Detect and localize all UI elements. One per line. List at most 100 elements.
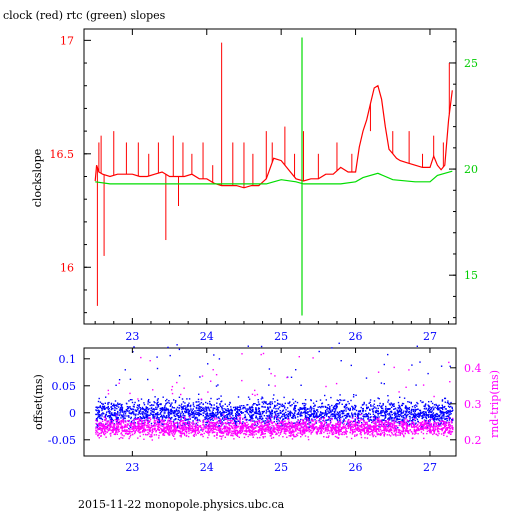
- rnd-trip-point: [153, 420, 156, 422]
- rnd-trip-point: [339, 422, 341, 425]
- offset-point: [414, 415, 416, 417]
- offset-point: [399, 408, 402, 410]
- offset-point: [223, 411, 225, 413]
- rnd-trip-point: [109, 427, 112, 429]
- rnd-trip-point: [290, 425, 292, 427]
- rnd-trip-point: [137, 437, 139, 439]
- rnd-trip-point: [441, 423, 443, 425]
- offset-point: [395, 414, 397, 416]
- rnd-trip-point: [293, 431, 295, 433]
- offset-point: [395, 420, 397, 422]
- offset-point: [125, 411, 127, 413]
- offset-point: [381, 415, 384, 417]
- offset-point: [183, 405, 185, 407]
- rnd-trip-point: [378, 417, 380, 420]
- offset-outlier-point: [213, 354, 215, 356]
- rnd-trip-point: [327, 424, 329, 426]
- offset-point: [125, 409, 128, 411]
- rnd-trip-point: [316, 427, 318, 429]
- offset-point: [252, 408, 254, 411]
- rnd-trip-point: [113, 425, 115, 428]
- rnd-trip-point: [279, 433, 282, 435]
- offset-point: [334, 414, 336, 416]
- offset-point: [411, 413, 413, 415]
- offset-point: [284, 417, 287, 419]
- rnd-trip-point: [190, 432, 192, 434]
- rnd-trip-point: [401, 423, 404, 426]
- offset-point: [96, 418, 98, 420]
- rnd-trip-point: [110, 432, 112, 435]
- offset-point: [313, 413, 315, 415]
- rnd-trip-point: [334, 427, 337, 429]
- rnd-trip-point: [165, 429, 167, 431]
- offset-point: [189, 405, 192, 408]
- offset-point: [335, 408, 337, 410]
- offset-point: [205, 413, 207, 416]
- rnd-trip-point: [143, 431, 145, 433]
- rnd-trip-point: [173, 429, 175, 432]
- offset-point: [184, 414, 186, 417]
- offset-point: [385, 411, 387, 413]
- rnd-trip-point: [161, 425, 164, 428]
- rnd-trip-point: [299, 420, 301, 422]
- rnd-trip-point: [379, 426, 381, 428]
- offset-point: [427, 415, 429, 417]
- rnd-trip-point: [287, 430, 289, 432]
- offset-point: [154, 422, 156, 425]
- rnd-trip-point: [287, 418, 289, 420]
- rnd-trip-point: [159, 432, 161, 434]
- offset-point: [249, 411, 252, 414]
- offset-point: [392, 405, 395, 407]
- offset-point: [283, 414, 285, 416]
- rnd-trip-point: [226, 429, 228, 431]
- offset-point: [166, 409, 168, 411]
- offset-point: [195, 407, 198, 409]
- offset-point: [185, 408, 187, 411]
- offset-point: [152, 416, 155, 418]
- rnd-trip-point: [420, 426, 422, 429]
- offset-point: [389, 404, 391, 406]
- offset-point: [383, 419, 385, 421]
- rnd-trip-point: [282, 428, 285, 430]
- rnd-trip-point: [344, 420, 346, 422]
- rnd-trip-point: [200, 433, 203, 435]
- offset-point: [113, 403, 115, 405]
- offset-point: [327, 407, 329, 410]
- offset-point: [178, 415, 180, 417]
- offset-point: [120, 417, 122, 419]
- rnd-trip-point: [320, 422, 322, 424]
- offset-point: [436, 407, 438, 409]
- rnd-trip-point: [188, 422, 190, 424]
- offset-point: [236, 408, 239, 410]
- offset-point: [218, 411, 221, 414]
- offset-point: [408, 424, 410, 426]
- offset-point: [261, 411, 263, 413]
- offset-point: [258, 409, 260, 412]
- offset-point: [333, 408, 335, 410]
- offset-point: [164, 412, 166, 414]
- rnd-trip-point: [123, 426, 125, 429]
- rnd-trip-point: [393, 425, 395, 427]
- rnd-trip-point: [367, 427, 369, 429]
- offset-point: [331, 409, 333, 411]
- rnd-trip-point: [244, 424, 246, 426]
- rnd-trip-point: [278, 429, 280, 431]
- offset-point: [188, 398, 191, 400]
- offset-point: [179, 414, 182, 416]
- offset-point: [271, 413, 273, 415]
- offset-point: [229, 402, 231, 404]
- offset-point: [196, 401, 198, 403]
- rnd-trip-point: [319, 418, 321, 420]
- offset-point: [319, 411, 322, 413]
- offset-outlier-point: [268, 368, 271, 370]
- offset-point: [245, 410, 248, 413]
- rnd-trip-point: [237, 432, 239, 434]
- offset-point: [297, 413, 299, 415]
- offset-point: [344, 405, 346, 408]
- rnd-trip-point: [119, 422, 121, 424]
- offset-point: [212, 409, 214, 411]
- offset-point: [133, 417, 136, 420]
- rnd-trip-point: [218, 427, 221, 429]
- offset-point: [147, 417, 149, 419]
